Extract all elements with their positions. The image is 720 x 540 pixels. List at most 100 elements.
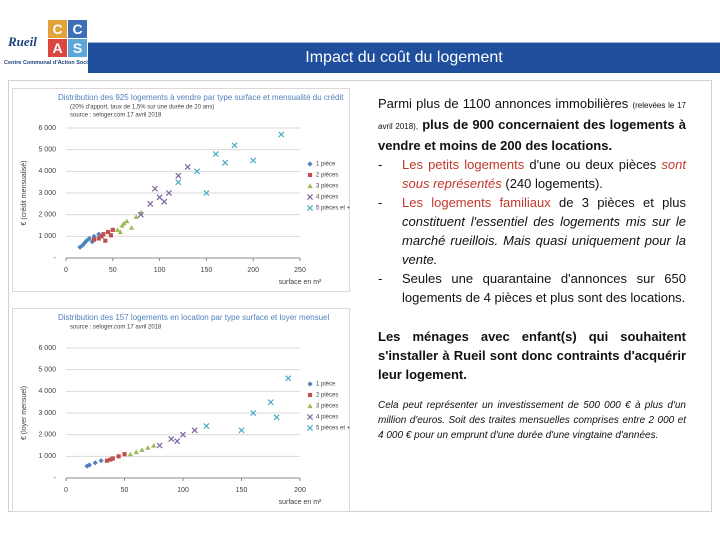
legend-label: 5 pièces et + bbox=[316, 426, 350, 432]
bullet-text: de 3 pièces et plus bbox=[559, 195, 686, 210]
y-tick-label: - bbox=[54, 475, 57, 482]
point bbox=[161, 198, 168, 205]
point bbox=[165, 189, 172, 197]
logo-caption: Centre Communal d'Action Sociale bbox=[4, 60, 96, 66]
chart-background bbox=[12, 308, 350, 512]
point bbox=[104, 458, 110, 463]
logo-letter: C bbox=[68, 20, 87, 38]
bullet-dash: - bbox=[378, 157, 383, 172]
x-tick-label: 150 bbox=[201, 267, 213, 274]
legend-label: 1 pièce bbox=[316, 162, 336, 168]
chart: Distribution des 925 logements à vendre … bbox=[12, 88, 350, 292]
chart-background bbox=[12, 88, 350, 292]
point bbox=[128, 225, 135, 230]
bullet: - Seules une quarantaine d'annonces sur … bbox=[378, 269, 686, 307]
bullet-highlight: sont sous représentés bbox=[402, 157, 686, 191]
point bbox=[101, 232, 106, 237]
legend-swatch bbox=[306, 413, 314, 421]
bullet: - Les petits logements d'une ou deux piè… bbox=[378, 155, 686, 193]
point bbox=[108, 457, 113, 462]
point bbox=[222, 159, 229, 166]
y-tick-label: 2 000 bbox=[38, 212, 56, 219]
x-axis-label: surface en m² bbox=[279, 279, 322, 286]
y-tick-label: 5 000 bbox=[38, 147, 56, 154]
point bbox=[116, 454, 121, 459]
legend-label: 2 pièces bbox=[316, 393, 338, 399]
x-tick-label: 50 bbox=[109, 267, 117, 274]
point bbox=[250, 157, 257, 164]
point bbox=[203, 189, 210, 197]
y-tick-label: 6 000 bbox=[38, 345, 56, 352]
y-tick-label: 1 000 bbox=[38, 453, 56, 460]
point bbox=[194, 168, 201, 175]
legend-swatch bbox=[306, 424, 314, 432]
y-axis-label: € (loyer mensuel) bbox=[21, 386, 28, 440]
chart-source: source : seloger.com 17 avril 2018 bbox=[70, 325, 162, 331]
point bbox=[137, 211, 144, 218]
point bbox=[77, 244, 83, 250]
bullet-highlight: Les logements familiaux bbox=[402, 195, 551, 210]
chart-source: source : seloger.com 17 avril 2018 bbox=[70, 113, 162, 119]
y-tick-label: - bbox=[54, 255, 57, 262]
point bbox=[139, 447, 145, 452]
legend-label: 3 pièces bbox=[316, 404, 338, 410]
intro-highlight: plus de 900 concernaient des logements à… bbox=[378, 117, 687, 153]
point bbox=[103, 238, 108, 243]
chart-title: Distribution des 925 logements à vendre … bbox=[58, 93, 344, 102]
point bbox=[145, 445, 151, 450]
point bbox=[133, 214, 139, 219]
point bbox=[108, 233, 114, 238]
point bbox=[127, 451, 133, 457]
point bbox=[156, 442, 163, 449]
point bbox=[121, 220, 127, 226]
point bbox=[175, 172, 182, 179]
logo: C C A S Rueil Centre Communal d'Action S… bbox=[4, 20, 95, 72]
bullet-text: d'une ou deux pièces bbox=[529, 157, 657, 172]
point bbox=[278, 131, 285, 138]
point bbox=[133, 449, 139, 455]
bullet-text: (240 logements). bbox=[505, 176, 603, 191]
bullet-highlight: Les petits logements bbox=[402, 157, 525, 172]
logo-letter: A bbox=[48, 39, 67, 57]
y-tick-label: 4 000 bbox=[38, 168, 56, 175]
y-tick-label: 3 000 bbox=[38, 410, 56, 417]
point bbox=[179, 431, 187, 438]
legend-label: 3 pièces bbox=[316, 184, 338, 190]
point bbox=[250, 409, 257, 417]
intro: Parmi plus de 1100 annonces immobilières… bbox=[378, 94, 686, 155]
intro-text: Parmi plus de 1100 annonces immobilières bbox=[378, 96, 629, 111]
chart-title: Distribution des 157 logements en locati… bbox=[58, 313, 329, 322]
x-tick-label: 250 bbox=[294, 267, 306, 274]
note: Cela peut représenter un investissement … bbox=[378, 400, 686, 441]
legend-swatch bbox=[307, 172, 313, 178]
slide-title: Impact du coût du logement bbox=[88, 42, 720, 73]
point bbox=[106, 229, 111, 235]
legend-swatch bbox=[306, 193, 314, 201]
point bbox=[184, 163, 191, 171]
point bbox=[267, 399, 274, 406]
legend-label: 4 pièces bbox=[316, 415, 338, 421]
logo-letters: C C A S bbox=[48, 20, 88, 58]
point bbox=[124, 218, 130, 224]
point bbox=[203, 422, 210, 430]
y-tick-label: 4 000 bbox=[38, 388, 56, 395]
y-tick-label: 2 000 bbox=[38, 432, 56, 439]
legend-label: 1 pièce bbox=[316, 382, 336, 388]
y-axis-label: € (crédit mensualisé) bbox=[21, 161, 28, 226]
legend-swatch bbox=[307, 183, 313, 189]
bullet-dash: - bbox=[378, 195, 383, 210]
point bbox=[231, 142, 238, 149]
x-tick-label: 0 bbox=[64, 487, 68, 494]
legend-label: 2 pièces bbox=[316, 173, 338, 179]
x-tick-label: 200 bbox=[247, 267, 259, 274]
point bbox=[110, 456, 115, 461]
text-column: Parmi plus de 1100 annonces immobilières… bbox=[378, 94, 686, 443]
intro-date: (relevées le 17 avril 2018), bbox=[378, 101, 686, 131]
logo-town: Rueil bbox=[8, 34, 37, 49]
legend-swatch bbox=[306, 204, 314, 212]
x-tick-label: 100 bbox=[177, 487, 189, 494]
x-tick-label: 50 bbox=[121, 487, 129, 494]
point bbox=[91, 233, 97, 239]
point bbox=[212, 150, 219, 158]
